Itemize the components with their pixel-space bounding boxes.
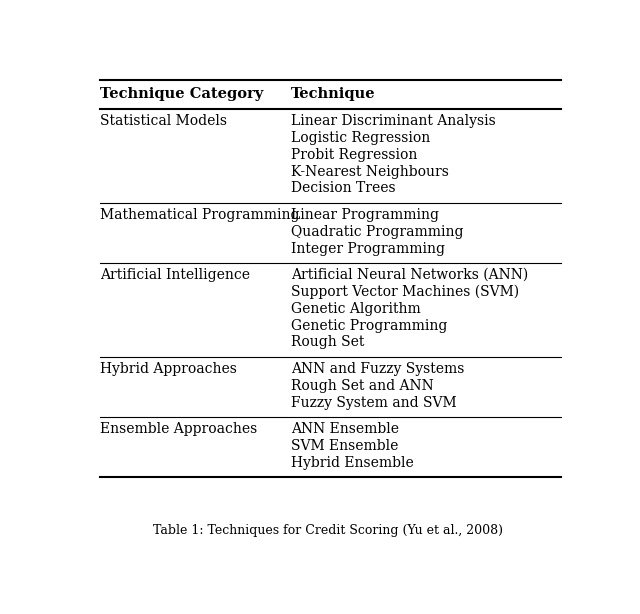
Text: Logistic Regression: Logistic Regression (291, 131, 430, 145)
Text: Hybrid Ensemble: Hybrid Ensemble (291, 456, 413, 470)
Text: Decision Trees: Decision Trees (291, 182, 396, 195)
Text: Artificial Intelligence: Artificial Intelligence (100, 268, 250, 282)
Text: Artificial Neural Networks (ANN): Artificial Neural Networks (ANN) (291, 268, 528, 282)
Text: Rough Set and ANN: Rough Set and ANN (291, 379, 433, 392)
Text: SVM Ensemble: SVM Ensemble (291, 438, 398, 453)
Text: Probit Regression: Probit Regression (291, 147, 417, 161)
Text: Mathematical Programming: Mathematical Programming (100, 208, 300, 222)
Text: Table 1: Techniques for Credit Scoring (Yu et al., 2008): Table 1: Techniques for Credit Scoring (… (153, 524, 503, 537)
Text: Integer Programming: Integer Programming (291, 241, 445, 255)
Text: K-Nearest Neighbours: K-Nearest Neighbours (291, 165, 449, 179)
Text: Support Vector Machines (SVM): Support Vector Machines (SVM) (291, 285, 519, 299)
Text: Linear Programming: Linear Programming (291, 208, 439, 222)
Text: Rough Set: Rough Set (291, 335, 364, 349)
Text: Quadratic Programming: Quadratic Programming (291, 225, 463, 239)
Text: Fuzzy System and SVM: Fuzzy System and SVM (291, 395, 456, 410)
Text: Technique Category: Technique Category (100, 87, 263, 101)
Text: Technique: Technique (291, 87, 376, 101)
Text: Linear Discriminant Analysis: Linear Discriminant Analysis (291, 114, 495, 128)
Text: ANN Ensemble: ANN Ensemble (291, 422, 399, 436)
Text: Hybrid Approaches: Hybrid Approaches (100, 362, 237, 376)
Text: Genetic Algorithm: Genetic Algorithm (291, 301, 420, 316)
Text: Ensemble Approaches: Ensemble Approaches (100, 422, 257, 436)
Text: Genetic Programming: Genetic Programming (291, 319, 447, 333)
Text: ANN and Fuzzy Systems: ANN and Fuzzy Systems (291, 362, 464, 376)
Text: Statistical Models: Statistical Models (100, 114, 227, 128)
